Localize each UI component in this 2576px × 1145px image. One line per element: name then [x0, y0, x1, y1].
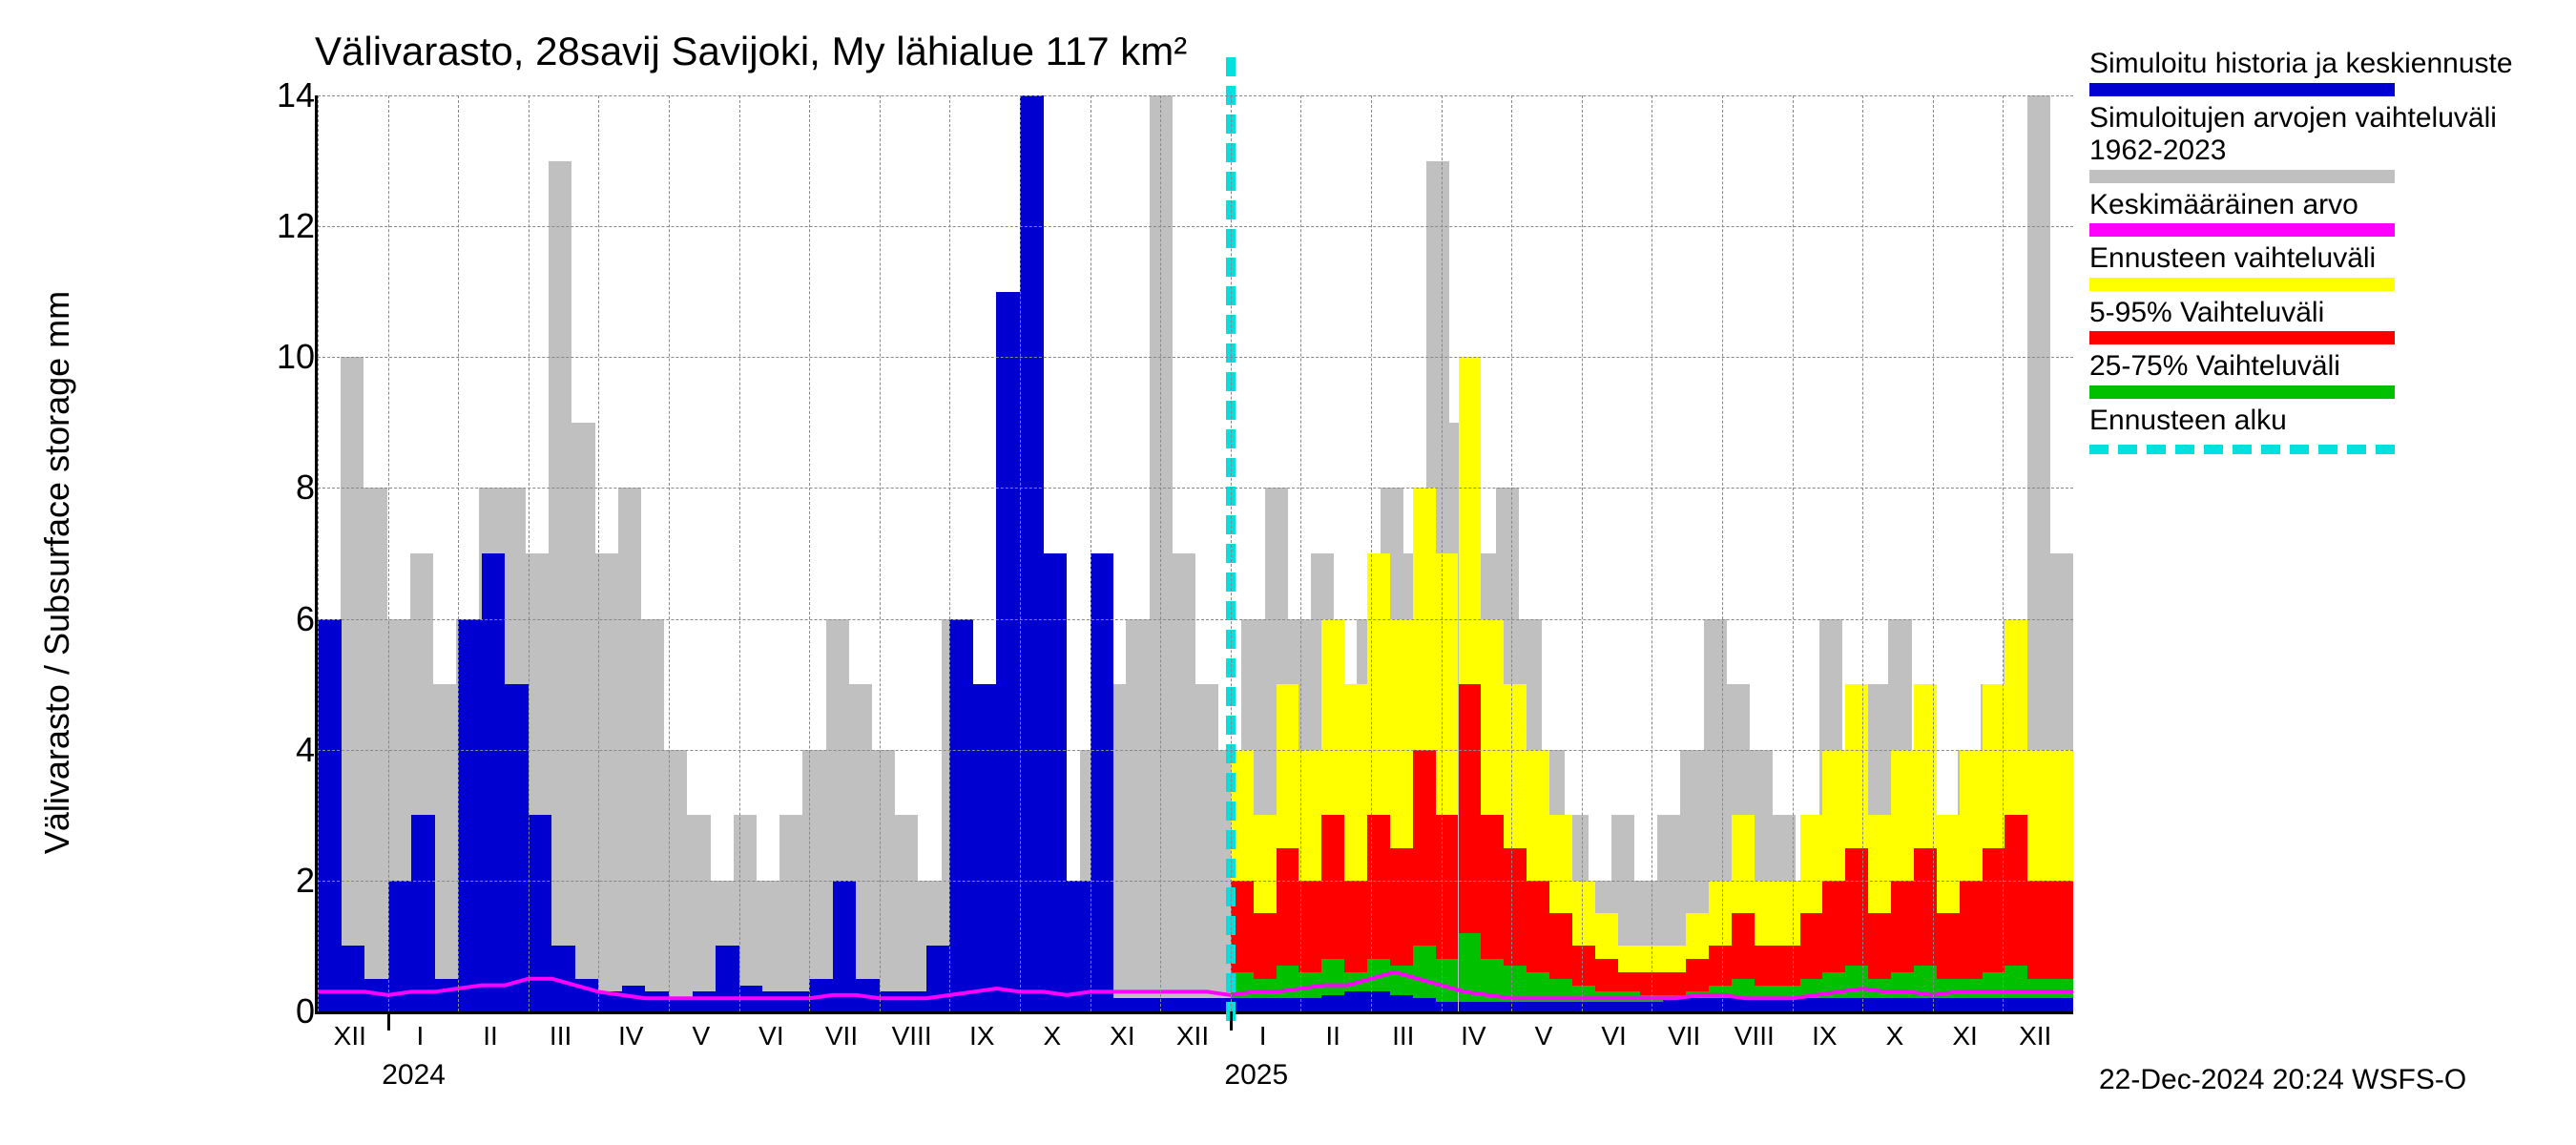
x-month-label: VII — [1668, 1021, 1700, 1051]
legend-item: Simuloitu historia ja keskiennuste — [2089, 48, 2566, 96]
x-month-label: II — [1325, 1021, 1340, 1051]
x-month-label: VIII — [1735, 1021, 1775, 1051]
legend-swatch — [2089, 278, 2395, 291]
x-month-label: III — [550, 1021, 571, 1051]
legend-item: Ennusteen alku — [2089, 405, 2566, 455]
blue-history-layer — [318, 95, 2073, 1011]
legend-swatch — [2089, 83, 2395, 96]
chart-container: Välivarasto / Subsurface storage mm Väli… — [0, 0, 2576, 1145]
legend-label: Ennusteen alku — [2089, 405, 2566, 438]
legend-swatch — [2089, 445, 2395, 454]
x-month-label: VI — [1601, 1021, 1626, 1051]
footer-timestamp: 22-Dec-2024 20:24 WSFS-O — [2099, 1064, 2466, 1096]
legend-item: Keskimääräinen arvo — [2089, 189, 2566, 238]
x-month-label: IV — [618, 1021, 643, 1051]
x-month-label: VI — [758, 1021, 783, 1051]
x-month-label: XII — [1176, 1021, 1209, 1051]
legend-swatch — [2089, 331, 2395, 344]
x-month-label: IV — [1461, 1021, 1485, 1051]
x-month-label: II — [483, 1021, 498, 1051]
x-month-label: V — [1535, 1021, 1553, 1051]
x-month-label: XI — [1110, 1021, 1134, 1051]
legend-swatch — [2089, 170, 2395, 183]
x-month-label: V — [692, 1021, 710, 1051]
x-month-label: IX — [969, 1021, 994, 1051]
legend-label: 25-75% Vaihteluväli — [2089, 350, 2566, 384]
legend-swatch — [2089, 223, 2395, 237]
y-axis-label: Välivarasto / Subsurface storage mm — [37, 291, 77, 854]
legend-item: Ennusteen vaihteluväli — [2089, 242, 2566, 291]
plot-area — [315, 95, 2073, 1014]
legend-label: Simuloitujen arvojen vaihteluväli 1962-2… — [2089, 102, 2566, 168]
legend-item: 5-95% Vaihteluväli — [2089, 297, 2566, 345]
chart-title: Välivarasto, 28savij Savijoki, My lähial… — [315, 29, 1187, 74]
x-month-label: IX — [1812, 1021, 1837, 1051]
legend-item: 25-75% Vaihteluväli — [2089, 350, 2566, 399]
x-month-label: XI — [1952, 1021, 1977, 1051]
x-month-label: X — [1043, 1021, 1061, 1051]
legend: Simuloitu historia ja keskiennuste Simulo… — [2089, 48, 2566, 460]
legend-label: Simuloitu historia ja keskiennuste — [2089, 48, 2566, 81]
x-month-label: III — [1392, 1021, 1414, 1051]
x-month-label: VII — [825, 1021, 858, 1051]
legend-swatch — [2089, 385, 2395, 399]
legend-label: 5-95% Vaihteluväli — [2089, 297, 2566, 330]
x-month-label: I — [1259, 1021, 1267, 1051]
x-month-label: XII — [334, 1021, 366, 1051]
x-year-label: 2025 — [1224, 1059, 1288, 1092]
x-month-label: X — [1886, 1021, 1904, 1051]
x-month-label: XII — [2019, 1021, 2051, 1051]
x-year-label: 2024 — [382, 1059, 446, 1092]
x-month-label: I — [417, 1021, 425, 1051]
legend-label: Ennusteen vaihteluväli — [2089, 242, 2566, 276]
x-month-label: VIII — [892, 1021, 932, 1051]
legend-item: Simuloitujen arvojen vaihteluväli 1962-2… — [2089, 102, 2566, 183]
legend-label: Keskimääräinen arvo — [2089, 189, 2566, 222]
